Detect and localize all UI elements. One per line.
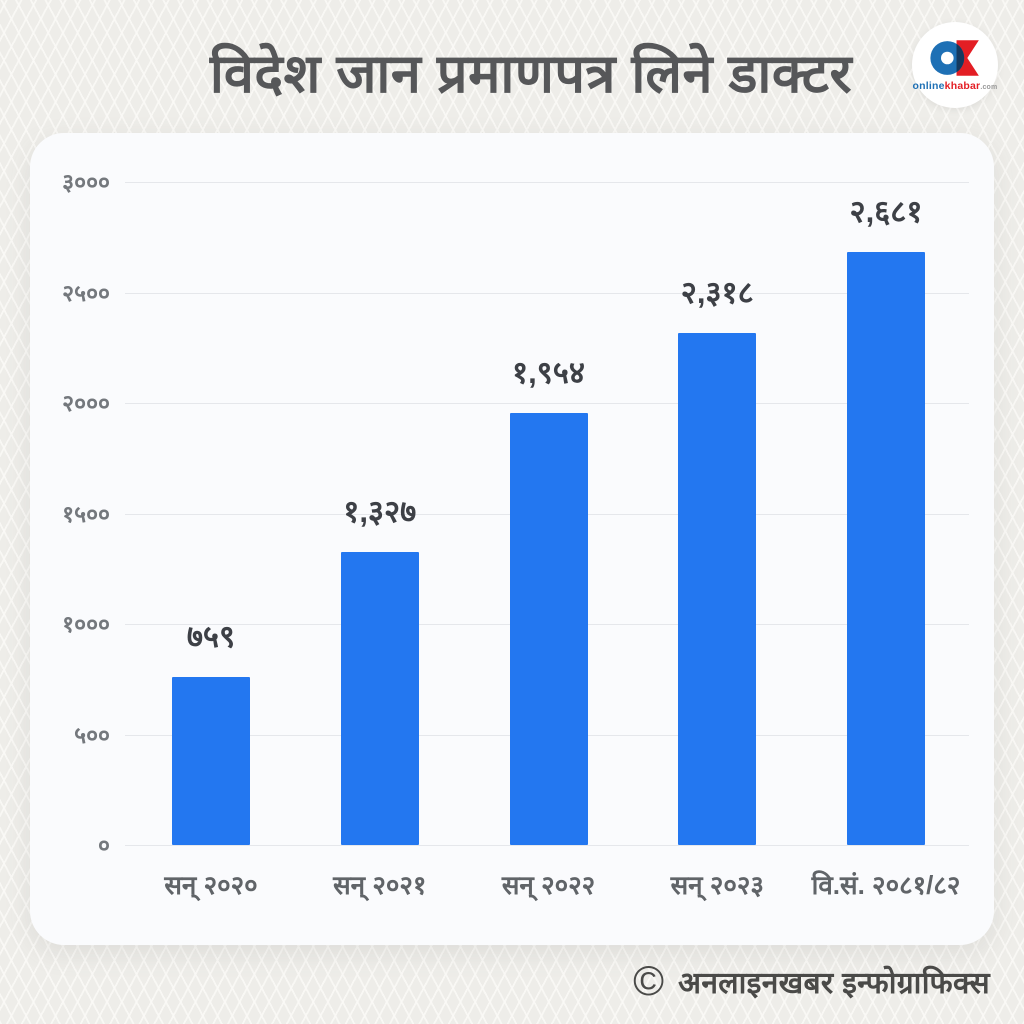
- y-axis-tick-label: ०: [98, 832, 110, 858]
- logo-word-online: online: [912, 80, 945, 92]
- bar-2: [340, 551, 419, 845]
- bar-1: [172, 677, 250, 845]
- gridline: [125, 845, 969, 846]
- x-axis-label: सन् २०२०: [164, 870, 258, 900]
- gridline: [125, 292, 969, 294]
- bar-value-label: २,३१८: [680, 274, 754, 310]
- copyright-icon: ©: [633, 957, 665, 1004]
- chart-card: ० ५०० १००० १५०० २००० २५०० ३००० ७५९ सन् २०२० १,३२७…: [30, 133, 994, 945]
- ok-logo-icon: [930, 40, 979, 76]
- credit-line: © अनलाइनखबर इन्फोग्राफिक्स: [633, 958, 990, 1004]
- bar-value-label: १,९५४: [511, 355, 586, 391]
- bar-3: [509, 413, 588, 845]
- y-axis-tick-label: ३०००: [62, 169, 110, 195]
- bar-5: [847, 252, 925, 845]
- bar-4: [678, 332, 757, 845]
- x-axis-label: सन् २०२२: [501, 870, 596, 900]
- x-axis-label: वि.सं. २०८१/८२: [811, 870, 961, 900]
- gridline: [125, 403, 969, 404]
- onlinekhabar-logo: onlinekhabar.com: [912, 22, 998, 108]
- bar-value-label: ७५९: [186, 619, 236, 655]
- y-axis-tick-label: १०००: [62, 611, 110, 637]
- y-axis-tick-label: २५००: [62, 279, 110, 306]
- y-axis-tick-label: १५००: [62, 500, 110, 527]
- bar-value-label: २,६८१: [849, 194, 923, 230]
- gridline: [125, 182, 969, 183]
- y-axis-tick-label: २०००: [62, 390, 110, 416]
- bar-value-label: १,३२७: [343, 493, 417, 529]
- x-axis-label: सन् २०२३: [670, 870, 764, 900]
- bar-chart: ० ५०० १००० १५०० २००० २५०० ३००० ७५९ सन् २०२० १,३२७…: [30, 133, 994, 945]
- logo-word-khabar: khabar: [944, 80, 981, 92]
- page-title: विदेश जान प्रमाणपत्र लिने डाक्टर: [209, 44, 853, 104]
- logo-wordmark: onlinekhabar.com: [913, 80, 998, 92]
- y-axis-tick-label: ५००: [74, 721, 110, 748]
- x-axis-label: सन् २०२१: [333, 870, 427, 900]
- credit-text: अनलाइनखबर इन्फोग्राफिक्स: [678, 966, 990, 1000]
- logo-word-tld: .com: [980, 84, 998, 91]
